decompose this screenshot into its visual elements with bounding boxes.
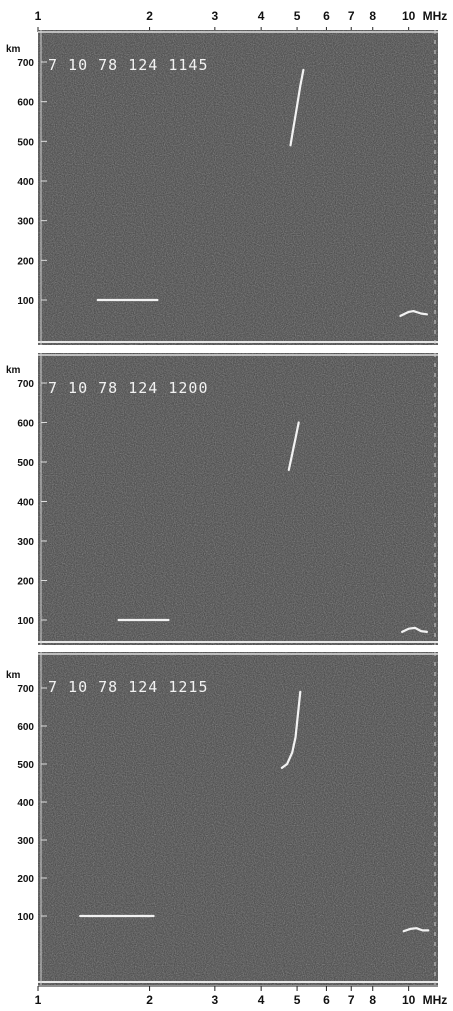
bottom-tick-label: 8 [369, 993, 376, 1007]
panel-3-y-tick-label: 700 [17, 684, 34, 695]
ionogram-panel-3: km 7 10 78 124 1215 700 600 500 400 300 200 10… [6, 652, 438, 985]
bottom-tick-label: 7 [348, 993, 355, 1007]
panel-3-y-tick-label: 200 [17, 874, 34, 885]
panel-2-y-tick-label: 700 [17, 379, 34, 390]
panel-1-y-tick-label: 500 [17, 137, 34, 148]
bottom-tick-label: 4 [258, 993, 265, 1007]
panel-2-y-tick-label: 500 [17, 458, 34, 469]
panel-3-trace-2 [280, 690, 302, 769]
panel-1-y-tick-label: 700 [17, 58, 34, 69]
top-tick-label: 6 [323, 9, 330, 23]
panel-2-trace-2 [287, 421, 300, 471]
panel-3-km-label: km [6, 670, 21, 681]
bottom-tick-label: 2 [146, 993, 153, 1007]
bottom-tick-label: 10 [402, 993, 416, 1007]
panel-1-trace-2 [289, 68, 305, 147]
top-tick-label: 8 [369, 9, 376, 23]
panel-3-y-tick-label: 300 [17, 836, 34, 847]
panel-2-noise [38, 353, 438, 645]
top-frequency-axis: MHz 1 2 3 4 5 6 7 8 10 [35, 9, 448, 33]
panel-3-noise [38, 652, 438, 985]
panel-1-timestamp: 7 10 78 124 1145 [48, 56, 209, 74]
panel-3-y-tick-label: 100 [17, 912, 34, 923]
bottom-tick-label: 6 [323, 993, 330, 1007]
top-tick-label: 10 [402, 9, 416, 23]
panel-1-y-tick-label: 100 [17, 296, 34, 307]
top-tick-label: 7 [348, 9, 355, 23]
panel-3-y-tick-label: 600 [17, 722, 34, 733]
bottom-axis-unit-label: MHz [423, 993, 448, 1007]
panel-3-y-tick-label: 500 [17, 760, 34, 771]
panel-1-y-tick-label: 300 [17, 217, 34, 228]
bottom-tick-label: 5 [294, 993, 301, 1007]
top-tick-label: 5 [294, 9, 301, 23]
top-tick-label: 4 [258, 9, 265, 23]
top-axis-unit-label: MHz [423, 9, 448, 23]
panel-1-y-tick-label: 400 [17, 177, 34, 188]
bottom-tick-label: 1 [35, 993, 42, 1007]
panel-2-y-tick-label: 400 [17, 498, 34, 509]
bottom-tick-label: 3 [212, 993, 219, 1007]
ionogram-panel-1: km 7 10 78 124 1145 700 600 500 400 300 200 10… [6, 30, 438, 345]
panel-2-y-tick-label: 600 [17, 419, 34, 430]
top-tick-label: 1 [35, 9, 42, 23]
top-tick-label: 3 [212, 9, 219, 23]
panel-2-km-label: km [6, 365, 21, 376]
panel-2-y-tick-label: 100 [17, 616, 34, 627]
panel-1-trace-3 [399, 310, 428, 317]
panel-2-timestamp: 7 10 78 124 1200 [48, 379, 209, 397]
panel-1-y-tick-label: 200 [17, 256, 34, 267]
panel-3-timestamp: 7 10 78 124 1215 [48, 678, 209, 696]
panel-1-y-tick-label: 600 [17, 98, 34, 109]
bottom-frequency-axis: MHz 1 2 3 4 5 6 7 8 10 [35, 985, 448, 1007]
panel-3-y-tick-label: 400 [17, 798, 34, 809]
panel-3-trace-3 [402, 927, 430, 933]
panel-1-noise [38, 30, 438, 345]
panel-2-y-tick-label: 300 [17, 537, 34, 548]
panel-1-km-label: km [6, 44, 21, 55]
ionogram-panel-2: km 7 10 78 124 1200 700 600 500 400 300 200 10… [6, 353, 438, 645]
panel-2-y-tick-label: 200 [17, 577, 34, 588]
panel-2-trace-3 [401, 626, 428, 634]
top-tick-label: 2 [146, 9, 153, 23]
